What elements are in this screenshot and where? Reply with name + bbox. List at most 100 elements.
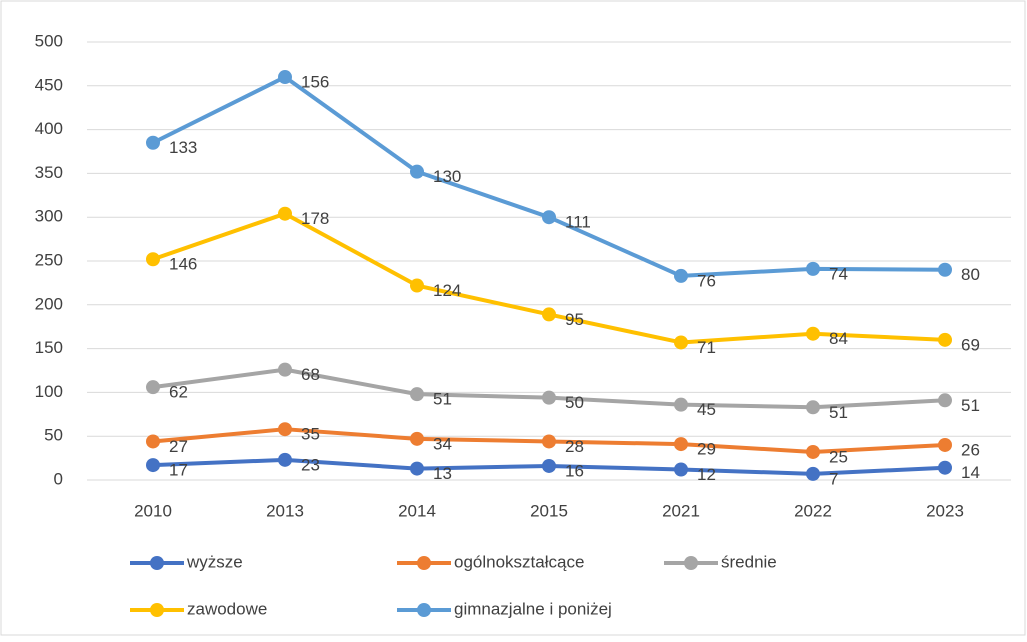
- point: [146, 252, 160, 267]
- data-label: 25: [829, 447, 848, 466]
- data-label: 16: [565, 461, 584, 480]
- point: [938, 332, 952, 347]
- y-tick-label: 50: [44, 426, 63, 445]
- data-label: 74: [829, 264, 848, 283]
- point: [278, 422, 292, 437]
- data-label: 7: [829, 469, 838, 488]
- data-label: 45: [697, 400, 716, 419]
- data-label: 50: [565, 393, 584, 412]
- y-tick-label: 0: [54, 469, 63, 488]
- point: [410, 431, 424, 446]
- data-label: 51: [961, 396, 980, 415]
- y-tick-label: 350: [35, 163, 63, 182]
- data-label: 17: [169, 461, 188, 480]
- y-tick-label: 450: [35, 75, 63, 94]
- data-label: 51: [433, 390, 452, 409]
- legend-label: średnie: [721, 552, 777, 571]
- x-tick-label: 2015: [530, 501, 568, 520]
- y-tick-label: 150: [35, 338, 63, 357]
- data-label: 35: [301, 425, 320, 444]
- point: [542, 434, 556, 449]
- point: [938, 437, 952, 452]
- legend-marker: [417, 603, 431, 617]
- point: [278, 452, 292, 467]
- data-label: 111: [565, 213, 591, 232]
- data-label: 146: [169, 255, 197, 274]
- point: [542, 210, 556, 225]
- point: [938, 262, 952, 277]
- data-label: 23: [301, 455, 320, 474]
- legend-label: wyższe: [186, 552, 243, 571]
- point: [410, 387, 424, 402]
- legend-marker: [150, 556, 164, 570]
- data-label: 13: [433, 464, 452, 483]
- data-label: 51: [829, 403, 848, 422]
- legend-marker: [684, 556, 698, 570]
- point: [542, 390, 556, 405]
- data-label: 130: [433, 167, 461, 186]
- legend-label: ogólnokształcące: [454, 552, 584, 571]
- point: [410, 164, 424, 179]
- point: [938, 460, 952, 475]
- point: [674, 462, 688, 477]
- data-label: 69: [961, 335, 980, 354]
- y-tick-label: 500: [35, 31, 63, 50]
- data-label: 12: [697, 465, 716, 484]
- point: [146, 458, 160, 473]
- point: [938, 393, 952, 408]
- legend-marker: [417, 556, 431, 570]
- legend-label: gimnazjalne i poniżej: [454, 599, 612, 618]
- data-label: 156: [301, 73, 329, 92]
- point: [806, 400, 820, 415]
- data-label: 124: [433, 281, 461, 300]
- x-tick-label: 2023: [926, 501, 964, 520]
- data-label: 27: [169, 437, 188, 456]
- point: [542, 458, 556, 473]
- point: [674, 268, 688, 283]
- y-tick-label: 400: [35, 119, 63, 138]
- y-tick-label: 200: [35, 294, 63, 313]
- point: [146, 135, 160, 150]
- point: [674, 437, 688, 452]
- data-label: 34: [433, 434, 452, 453]
- data-label: 71: [697, 338, 716, 357]
- x-tick-label: 2022: [794, 501, 832, 520]
- point: [278, 362, 292, 377]
- point: [806, 326, 820, 341]
- data-label: 178: [301, 209, 329, 228]
- y-tick-label: 100: [35, 382, 63, 401]
- point: [410, 278, 424, 293]
- data-label: 28: [565, 437, 584, 456]
- point: [806, 444, 820, 459]
- point: [278, 70, 292, 85]
- y-tick-label: 300: [35, 207, 63, 226]
- data-label: 62: [169, 383, 188, 402]
- point: [674, 397, 688, 412]
- point: [806, 466, 820, 481]
- x-tick-label: 2013: [266, 501, 304, 520]
- point: [806, 261, 820, 276]
- data-label: 133: [169, 138, 197, 157]
- data-label: 29: [697, 440, 716, 459]
- point: [674, 335, 688, 350]
- data-label: 68: [301, 365, 320, 384]
- data-label: 84: [829, 329, 848, 348]
- legend-label: zawodowe: [187, 599, 267, 618]
- point: [146, 434, 160, 449]
- point: [278, 206, 292, 221]
- data-label: 95: [565, 310, 584, 329]
- y-tick-label: 250: [35, 250, 63, 269]
- x-tick-label: 2021: [662, 501, 700, 520]
- point: [410, 461, 424, 476]
- data-label: 80: [961, 265, 980, 284]
- point: [542, 307, 556, 322]
- point: [146, 380, 160, 395]
- legend-marker: [150, 603, 164, 617]
- x-tick-label: 2014: [398, 501, 436, 520]
- data-label: 26: [961, 440, 980, 459]
- data-label: 76: [697, 271, 716, 290]
- data-label: 14: [961, 463, 980, 482]
- x-tick-label: 2010: [134, 501, 172, 520]
